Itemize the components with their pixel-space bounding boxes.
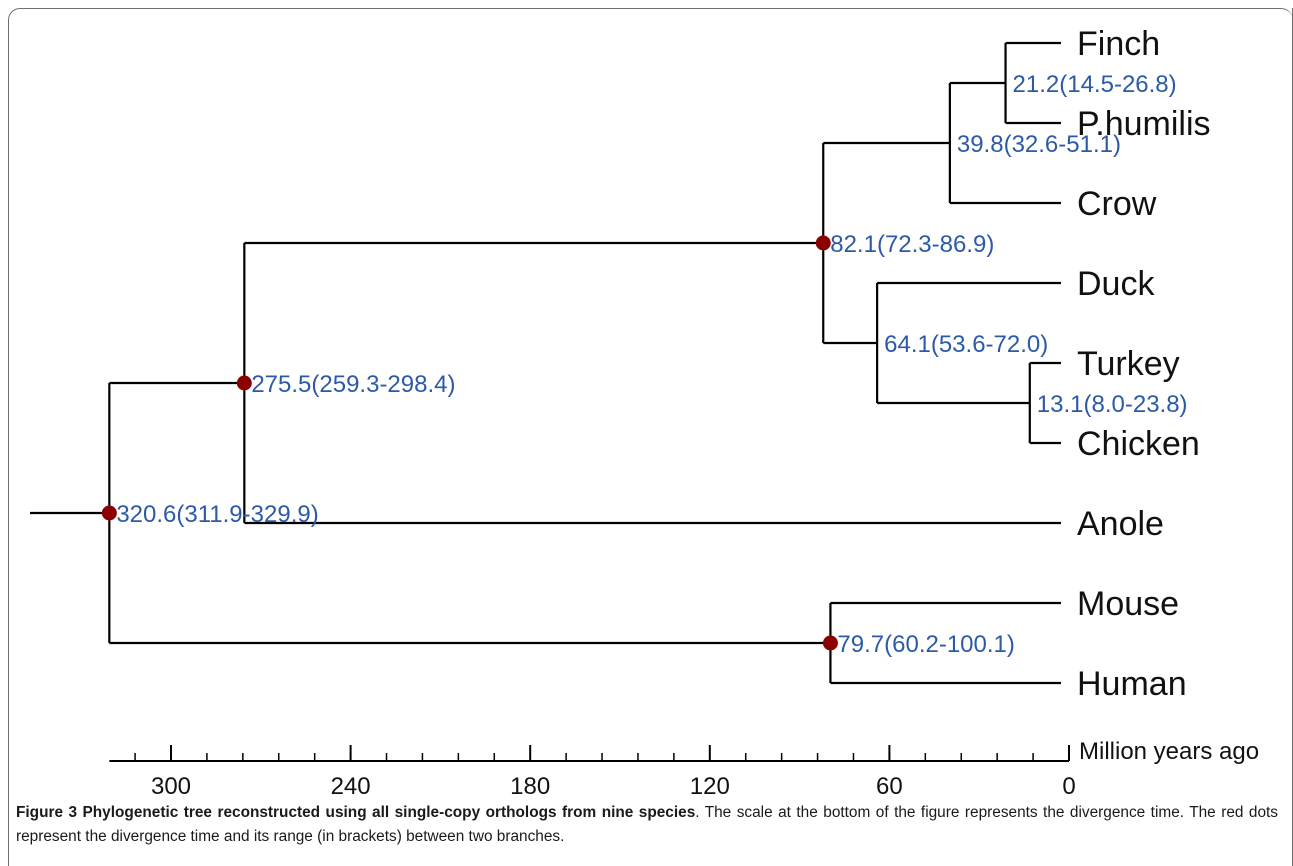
node-dot-n2 (236, 375, 252, 391)
taxon-labels: Finch P.humilis Crow Duck Turkey Chicken Anole… (1077, 25, 1211, 703)
taxon-finch: Finch (1077, 25, 1160, 63)
tick-label-300: 300 (151, 773, 191, 800)
node-label-n2: 275.5(259.3-298.4) (251, 371, 455, 398)
node-labels: 320.6(311.9-329.9) 275.5(259.3-298.4) 82.1… (116, 71, 1187, 658)
node-dot-n1 (101, 505, 117, 521)
taxon-crow: Crow (1077, 185, 1157, 223)
node-label-n1: 320.6(311.9-329.9) (116, 501, 318, 528)
taxon-p-humilis: P.humilis (1077, 105, 1211, 143)
caption-title: Figure 3 Phylogenetic tree reconstructed… (16, 804, 696, 821)
node-label-n8: 79.7(60.2-100.1) (837, 631, 1014, 658)
taxon-chicken: Chicken (1077, 425, 1200, 463)
taxon-mouse: Mouse (1077, 585, 1179, 623)
taxon-turkey: Turkey (1077, 345, 1180, 383)
caption-text: . The scale at the bottom of the figure … (16, 804, 1278, 845)
node-dot-n3 (815, 235, 831, 251)
figure-caption: Figure 3 Phylogenetic tree reconstructed… (16, 801, 1278, 849)
taxon-anole: Anole (1077, 505, 1164, 543)
node-label-n4: 39.8(32.6-51.1) (957, 131, 1121, 158)
tick-label-120: 120 (690, 773, 730, 800)
taxon-duck: Duck (1077, 265, 1155, 303)
phylogenetic-tree: 320.6(311.9-329.9) 275.5(259.3-298.4) 82.1… (30, 25, 1259, 800)
tick-label-60: 60 (876, 773, 903, 800)
axis-title: Million years ago (1079, 738, 1259, 765)
node-dots (101, 235, 838, 651)
tick-label-240: 240 (331, 773, 371, 800)
tree-branches (30, 41, 1061, 685)
tick-label-0: 0 (1062, 773, 1075, 800)
node-label-n6: 64.1(53.6-72.0) (884, 331, 1048, 358)
taxon-human: Human (1077, 665, 1187, 703)
tick-label-180: 180 (510, 773, 550, 800)
node-dot-n8 (822, 635, 838, 651)
node-label-n3: 82.1(72.3-86.9) (830, 231, 994, 258)
node-label-n5: 21.2(14.5-26.8) (1013, 71, 1177, 98)
node-label-n7: 13.1(8.0-23.8) (1037, 391, 1188, 418)
figure-frame (8, 8, 1293, 866)
